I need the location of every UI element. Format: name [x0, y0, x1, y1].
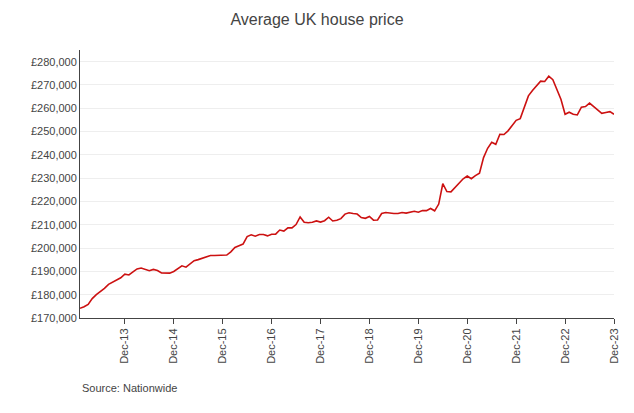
- svg-text:£170,000: £170,000: [31, 312, 77, 324]
- svg-text:£280,000: £280,000: [31, 56, 77, 68]
- svg-text:Dec-16: Dec-16: [265, 328, 277, 363]
- svg-text:£180,000: £180,000: [31, 289, 77, 301]
- svg-text:Dec-23: Dec-23: [608, 328, 620, 363]
- svg-text:£250,000: £250,000: [31, 125, 77, 137]
- svg-text:Source: Nationwide: Source: Nationwide: [82, 382, 177, 394]
- svg-text:£220,000: £220,000: [31, 195, 77, 207]
- svg-text:£210,000: £210,000: [31, 219, 77, 231]
- svg-text:Dec-14: Dec-14: [167, 328, 179, 363]
- svg-text:Dec-17: Dec-17: [314, 328, 326, 363]
- svg-text:£240,000: £240,000: [31, 149, 77, 161]
- svg-text:Average UK house price: Average UK house price: [230, 11, 403, 28]
- svg-text:Dec-18: Dec-18: [363, 328, 375, 363]
- svg-text:Dec-22: Dec-22: [559, 328, 571, 363]
- svg-text:Dec-19: Dec-19: [412, 328, 424, 363]
- svg-text:Dec-13: Dec-13: [118, 328, 130, 363]
- svg-text:Dec-20: Dec-20: [461, 328, 473, 363]
- svg-text:£270,000: £270,000: [31, 79, 77, 91]
- svg-text:£190,000: £190,000: [31, 265, 77, 277]
- svg-text:£230,000: £230,000: [31, 172, 77, 184]
- svg-text:£260,000: £260,000: [31, 102, 77, 114]
- svg-text:Dec-21: Dec-21: [510, 328, 522, 363]
- svg-text:Dec-15: Dec-15: [216, 328, 228, 363]
- svg-text:£200,000: £200,000: [31, 242, 77, 254]
